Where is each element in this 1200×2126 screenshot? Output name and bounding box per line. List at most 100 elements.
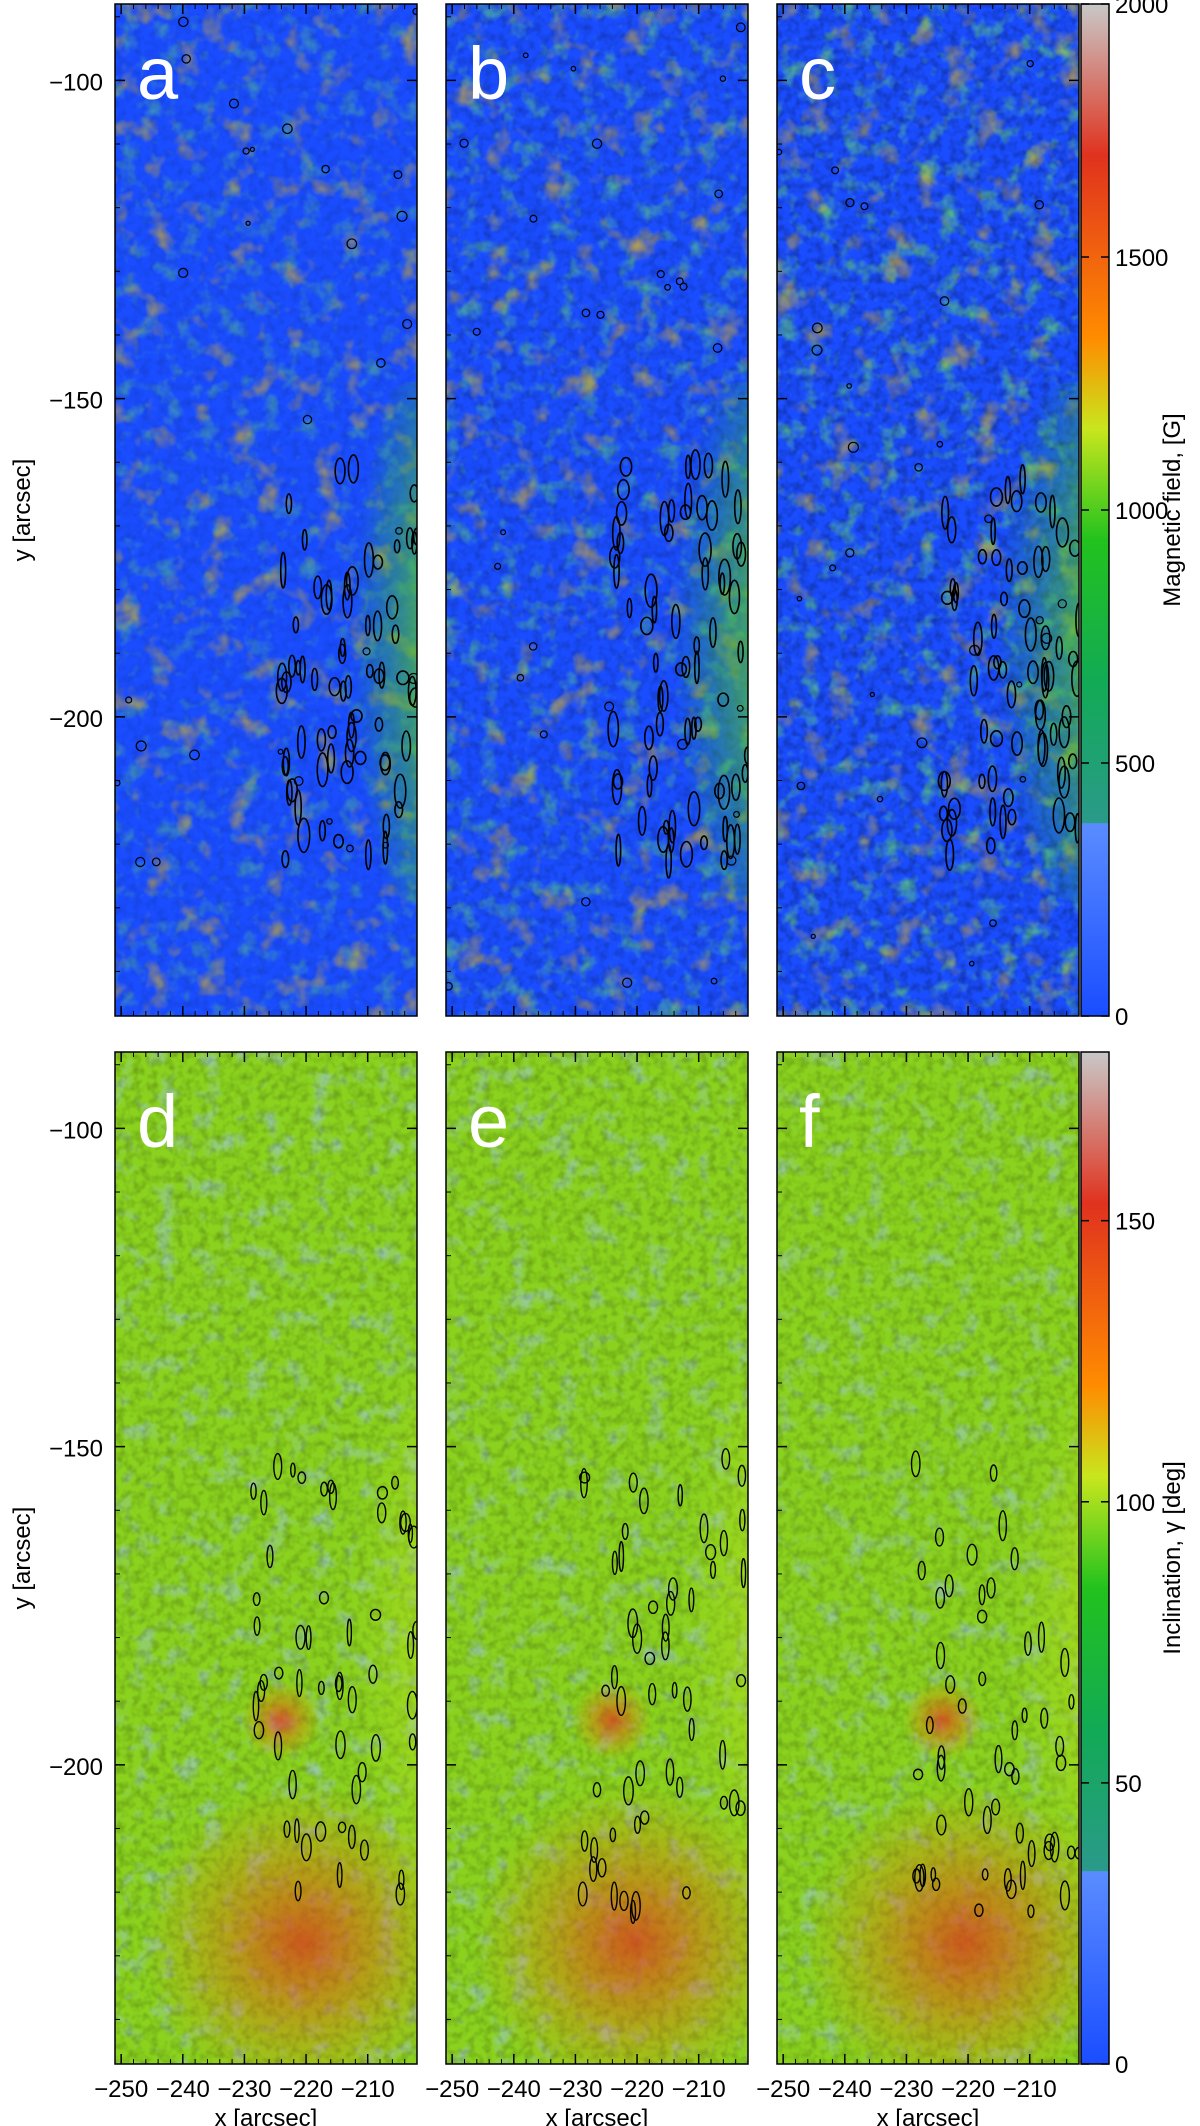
contour-mark (1037, 729, 1046, 766)
contour-mark (299, 655, 306, 684)
contour-mark (677, 1483, 683, 1507)
contour-mark (647, 1600, 659, 1615)
contour-mark (682, 1886, 691, 1900)
contour-mark (969, 644, 981, 656)
contour-mark (579, 1471, 591, 1484)
contour-mark (1033, 545, 1044, 579)
contour-mark (667, 1577, 679, 1601)
contour-mark (990, 1798, 1001, 1816)
contour-mark (282, 747, 291, 777)
contour-mark (253, 1721, 265, 1740)
contour-mark (637, 805, 647, 836)
contour-mark (393, 539, 401, 554)
contour-mark (615, 500, 628, 526)
contour-mark (633, 1815, 642, 1834)
contour-mark (1006, 680, 1017, 709)
contour-mark (1071, 660, 1079, 698)
contour-mark (1011, 1768, 1020, 1785)
contour-mark (302, 414, 313, 425)
contour-mark (621, 1522, 629, 1540)
contour-mark (305, 1625, 312, 1651)
contour-mark (941, 495, 950, 530)
contour-mark (596, 310, 605, 319)
contour-mark (1018, 599, 1031, 619)
x-tick-label: −220 (610, 2076, 664, 2103)
contour-mark (730, 773, 741, 801)
contour-mark (1052, 797, 1066, 834)
contour-mark (351, 1774, 362, 1805)
contour-mark (705, 499, 719, 531)
contour-mark (321, 164, 330, 174)
contour-mark (374, 717, 384, 732)
contour-mark (408, 687, 417, 708)
contour-mark (733, 810, 740, 818)
contour-mark (630, 1890, 641, 1921)
contour-mark (648, 755, 658, 781)
contour-mark (937, 1745, 946, 1770)
contour-mark (589, 1856, 598, 1882)
contour-mark (728, 1789, 740, 1817)
contour-mark (639, 1487, 649, 1515)
contour-mark (368, 1664, 378, 1684)
contour-mark (376, 1485, 389, 1500)
contour-mark (398, 1869, 405, 1891)
contour-mark (974, 1903, 984, 1918)
contour-mark (719, 75, 727, 82)
contour-mark (379, 751, 392, 776)
contour-mark (376, 1502, 387, 1524)
contour-mark (719, 572, 726, 596)
contour-mark (296, 725, 306, 759)
contour-mark (869, 691, 876, 698)
contour-mark (610, 1664, 619, 1690)
sunspot-region (628, 1379, 748, 1899)
contour-mark (590, 1837, 599, 1863)
panel-label: f (799, 1080, 820, 1163)
contour-mark (363, 542, 375, 578)
contour-mark (1056, 756, 1066, 789)
contour-mark (628, 1472, 638, 1493)
y-axis-label: y [arcsec] (9, 459, 36, 562)
contour-mark (616, 531, 625, 555)
contour-mark (1034, 699, 1047, 731)
contour-mark (472, 327, 481, 336)
contour-mark (952, 581, 960, 604)
colorbar-tick-label: 0 (1115, 1004, 1128, 1031)
red-region (473, 1782, 748, 2064)
contour-mark (1007, 808, 1017, 826)
contour-mark (408, 1525, 417, 1549)
contour-mark (181, 54, 191, 64)
contour-mark (616, 1685, 627, 1717)
contour-mark (252, 1592, 261, 1607)
contour-mark (347, 1824, 356, 1850)
contour-mark (365, 663, 374, 679)
contour-mark (228, 98, 240, 109)
contour-mark (382, 841, 390, 849)
x-tick-label: −210 (341, 2076, 395, 2103)
contour-mark (994, 1744, 1003, 1774)
panel-label: e (468, 1080, 509, 1163)
panel-label: c (799, 32, 836, 115)
contour-mark (725, 823, 736, 860)
contour-mark (325, 579, 333, 611)
contour-mark (1034, 200, 1044, 210)
contour-mark (408, 1733, 417, 1751)
panel-frame (776, 3, 1080, 1017)
contour-mark (989, 730, 1004, 748)
contour-mark (580, 1830, 589, 1852)
contour-mark (313, 575, 323, 600)
contour-mark (721, 460, 730, 498)
contour-mark (982, 1805, 992, 1835)
contour-mark (409, 484, 417, 503)
contour-mark (396, 210, 408, 222)
contour-mark (1010, 490, 1023, 513)
x-tick-label: −210 (1003, 2076, 1057, 2103)
contour-mark (577, 1881, 588, 1907)
contour-mark (931, 1877, 941, 1892)
contour-mark (335, 1730, 346, 1760)
contour-mark (591, 138, 603, 149)
contour-mark (998, 660, 1008, 679)
contour-mark (295, 1624, 306, 1650)
contour-mark (1037, 1621, 1046, 1653)
contour-mark (719, 1529, 729, 1557)
contour-mark (529, 214, 538, 223)
